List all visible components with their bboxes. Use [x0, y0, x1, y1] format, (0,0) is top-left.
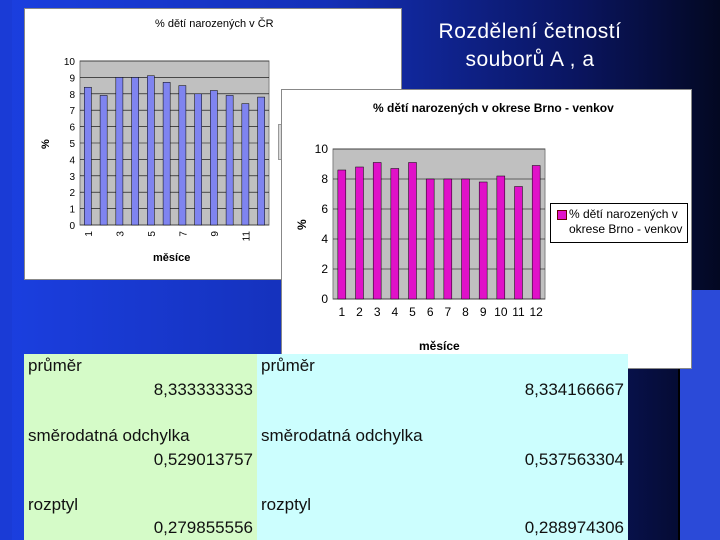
- std-label: směrodatná odchylka: [261, 426, 423, 445]
- chart-brno-bar: [496, 175, 506, 300]
- chart-brno-bar: [355, 166, 364, 300]
- mean-label: průměr: [28, 356, 82, 375]
- slide-title-line2: souborů A , a: [465, 48, 595, 71]
- chart-brno-ytick-label: 10: [315, 142, 329, 156]
- chart-cr-svg: % dětí narozených v ČR měsíce % 0 1 2 3 4 5 6 7…: [40, 17, 274, 264]
- mean-label: průměr: [261, 356, 315, 375]
- chart-cr-ytick-label: 0: [69, 221, 75, 232]
- chart-cr-xlabel: měsíce: [153, 252, 190, 264]
- chart-cr-bar: [131, 77, 139, 226]
- chart-brno-bar: [478, 181, 488, 300]
- chart-brno-plot-area: [332, 148, 546, 300]
- chart-cr-xtick-label: 11: [241, 231, 252, 242]
- mean-value: 8,334166667: [524, 380, 624, 399]
- var-value: 0,288974306: [524, 518, 624, 537]
- chart-brno-xtick-label: 4: [391, 305, 398, 319]
- slide-title: Rozdělení četností souborů A , a: [405, 18, 655, 74]
- chart-cr-bar: [115, 77, 124, 226]
- chart-brno-ytick-label: 2: [321, 262, 328, 276]
- chart-cr-ytick-label: 8: [69, 90, 75, 101]
- chart-brno-xtick-label: 6: [427, 305, 434, 319]
- chart-brno-xtick-label: 9: [480, 305, 487, 319]
- chart-brno-xtick-label: 7: [444, 305, 451, 319]
- chart-brno-title: % dětí narozených v okrese Brno - venkov: [373, 101, 614, 115]
- chart-cr-ytick-label: 7: [69, 106, 75, 117]
- chart-brno-xtick-label: 8: [462, 305, 469, 319]
- chart-brno-bar: [461, 178, 470, 300]
- std-value: 0,537563304: [524, 450, 624, 469]
- chart-brno-ytick-label: 8: [321, 172, 328, 186]
- chart-cr-ytick-label: 1: [69, 205, 75, 216]
- chart-brno-svg: % dětí narozených v okrese Brno - venkov…: [295, 101, 614, 353]
- stats-column-brno: průměr 8,334166667 směrodatná odchylka 0…: [257, 354, 628, 540]
- var-value: 0,279855556: [153, 518, 253, 537]
- std-label: směrodatná odchylka: [28, 426, 190, 445]
- chart-cr-ytick-label: 9: [69, 73, 75, 84]
- chart-cr-bar: [194, 93, 202, 226]
- chart-cr-bar: [147, 75, 155, 226]
- chart-cr-ytick-label: 5: [69, 139, 75, 150]
- chart-cr-bar: [257, 96, 265, 226]
- chart-brno-bar: [514, 186, 523, 300]
- legend-text: % dětí narozených v okrese Brno - venkov: [569, 207, 685, 237]
- stats-table: průměr 8,333333333 směrodatná odchylka 0…: [24, 354, 628, 540]
- chart-cr-xtick-label: 5: [147, 231, 158, 237]
- chart-brno-bar: [443, 178, 453, 300]
- chart-brno: % dětí narozených v okrese Brno - venkov…: [281, 89, 692, 369]
- var-label: rozptyl: [261, 495, 312, 514]
- chart-cr-ytick-label: 6: [69, 123, 75, 134]
- chart-brno-bar: [531, 165, 541, 300]
- chart-cr-title: % dětí narozených v ČR: [155, 17, 274, 30]
- chart-cr-bar: [84, 86, 92, 226]
- chart-cr-bar: [99, 95, 108, 226]
- decorative-left-stripe: [0, 0, 12, 540]
- chart-brno-xtick-label: 3: [374, 305, 381, 319]
- chart-brno-ytick-label: 4: [321, 232, 328, 246]
- chart-brno-xlabel: měsíce: [419, 339, 460, 353]
- chart-brno-ytick-label: 0: [321, 292, 328, 306]
- chart-brno-bar: [390, 168, 400, 300]
- mean-value: 8,333333333: [153, 380, 253, 399]
- chart-brno-bar: [425, 178, 435, 300]
- chart-brno-xtick-label: 1: [338, 305, 345, 319]
- chart-brno-xtick-label: 5: [409, 305, 416, 319]
- chart-cr-ytick-label: 10: [64, 57, 76, 68]
- chart-cr-ylabel: %: [40, 139, 52, 149]
- chart-brno-bar: [337, 169, 347, 300]
- chart-cr-bar: [210, 90, 218, 226]
- chart-cr-ytick-label: 3: [69, 172, 75, 183]
- chart-brno-ylabel: %: [295, 219, 309, 230]
- chart-brno-legend: % dětí narozených v okrese Brno - venkov: [550, 203, 688, 243]
- chart-brno-xtick-label: 10: [494, 305, 508, 319]
- chart-cr-xtick-label: 9: [210, 231, 221, 237]
- chart-cr-xtick-label: 1: [84, 231, 95, 237]
- chart-brno-bar: [372, 162, 382, 300]
- chart-cr-bar: [162, 82, 171, 226]
- chart-brno-xtick-label: 12: [529, 305, 543, 319]
- chart-cr-xtick-label: 7: [178, 231, 189, 237]
- chart-cr-bar: [225, 95, 234, 226]
- std-value: 0,529013757: [153, 450, 253, 469]
- chart-brno-ytick-label: 6: [321, 202, 328, 216]
- chart-cr-xtick-label: 3: [115, 231, 126, 237]
- legend-text-line1: % dětí narozených v: [569, 207, 678, 221]
- var-label: rozptyl: [28, 495, 79, 514]
- chart-brno-bar: [408, 162, 417, 300]
- chart-cr-ytick-label: 2: [69, 188, 75, 199]
- legend-text-line2: okrese Brno - venkov: [569, 222, 683, 236]
- chart-cr-bar: [241, 103, 250, 226]
- stats-column-cr: průměr 8,333333333 směrodatná odchylka 0…: [24, 354, 257, 540]
- chart-brno-xtick-label: 2: [356, 305, 363, 319]
- legend-swatch: [557, 210, 567, 220]
- slide-title-line1: Rozdělení četností: [438, 20, 622, 43]
- chart-brno-xtick-label: 11: [512, 305, 525, 319]
- chart-cr-bar: [178, 85, 187, 226]
- chart-cr-ytick-label: 4: [69, 155, 75, 166]
